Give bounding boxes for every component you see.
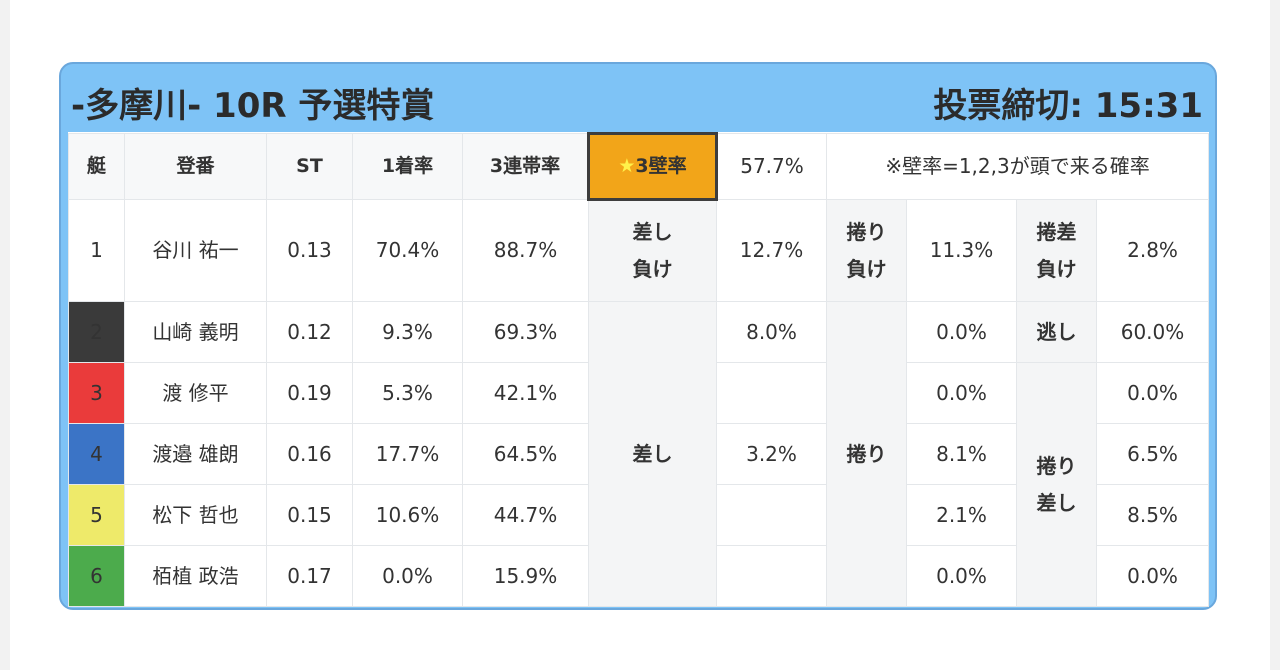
makurisashi-make-label: 捲差 負け	[1016, 199, 1097, 302]
makuri-make-value: 11.3%	[906, 199, 1017, 302]
label-line: 負け	[1036, 256, 1077, 281]
page-margin-left	[0, 0, 10, 670]
win-rate: 70.4%	[352, 199, 463, 302]
sashi-value	[716, 545, 827, 607]
boat-number: 1	[68, 199, 125, 302]
start-timing: 0.16	[266, 423, 353, 485]
race-stats-table: 艇 登番 ST 1着率 3連帯率 ★3壁率 57.7% ※壁率=1,2,3が頭で…	[68, 132, 1210, 607]
label-line: 捲り	[1036, 453, 1077, 478]
label-line: 差し	[632, 220, 673, 244]
wall-rate-value: 57.7%	[716, 133, 827, 200]
makuri-label: 捲り	[826, 301, 907, 607]
label-line: 差し	[1036, 490, 1077, 515]
label-line: 捲差	[1036, 219, 1077, 244]
win-rate: 9.3%	[352, 301, 463, 363]
nige-value: 60.0%	[1095, 301, 1210, 363]
label-line: 捲り	[846, 219, 887, 244]
start-timing: 0.13	[266, 199, 353, 302]
makurisashi-value: 0.0%	[1095, 545, 1210, 607]
wall-rate-note: ※壁率=1,2,3が頭で来る確率	[825, 133, 1210, 200]
racer-name: 渡 修平	[124, 362, 267, 424]
boat-number: 3	[68, 362, 125, 424]
top3-rate: 64.5%	[462, 423, 589, 485]
table-row: 4 渡邉 雄朗 0.16 17.7% 64.5% 3.2% 8.1% 6.5%	[68, 423, 1210, 485]
racer-name: 山崎 義明	[124, 301, 267, 363]
table-row: 3 渡 修平 0.19 5.3% 42.1% 0.0% 捲り 差し 0.0%	[68, 362, 1210, 607]
col-win-rate-header: 1着率	[352, 133, 463, 200]
win-rate: 5.3%	[352, 362, 463, 424]
makurisashi-value: 0.0%	[1095, 362, 1210, 424]
table-row: 2 山崎 義明 0.12 9.3% 69.3% 差し 8.0% 捲り 0.0% …	[68, 301, 1210, 607]
makuri-value: 2.1%	[906, 484, 1017, 546]
win-rate: 0.0%	[352, 545, 463, 607]
makurisashi-make-value: 2.8%	[1095, 199, 1210, 302]
label-line: 負け	[846, 256, 887, 281]
race-panel: -多摩川- 10R 予選特賞 投票締切: 15:31 艇 登番 ST 1着率 3…	[59, 62, 1217, 610]
label-line: 負け	[632, 257, 673, 281]
makurisashi-value: 6.5%	[1095, 423, 1210, 485]
top3-rate: 15.9%	[462, 545, 589, 607]
start-timing: 0.12	[266, 301, 353, 363]
makuri-value: 0.0%	[906, 362, 1017, 424]
start-timing: 0.15	[266, 484, 353, 546]
makuri-value: 8.1%	[906, 423, 1017, 485]
top3-rate: 42.1%	[462, 362, 589, 424]
race-title: -多摩川- 10R 予選特賞	[71, 86, 435, 126]
racer-name: 栢植 政浩	[124, 545, 267, 607]
table-header-row: 艇 登番 ST 1着率 3連帯率 ★3壁率 57.7% ※壁率=1,2,3が頭で…	[68, 132, 1210, 201]
sashi-value	[716, 484, 827, 546]
top3-rate: 88.7%	[462, 199, 589, 302]
wall-rate-label: 3壁率	[635, 154, 687, 177]
sashi-make-label: 差し 負け	[588, 199, 717, 302]
boat-number: 2	[68, 301, 125, 363]
makuri-make-label: 捲り 負け	[826, 199, 907, 302]
col-st-header: ST	[266, 133, 353, 200]
start-timing: 0.19	[266, 362, 353, 424]
boat-number: 4	[68, 423, 125, 485]
col-racer-header: 登番	[124, 133, 267, 200]
start-timing: 0.17	[266, 545, 353, 607]
racer-name: 谷川 祐一	[124, 199, 267, 302]
win-rate: 17.7%	[352, 423, 463, 485]
makuri-value: 0.0%	[906, 301, 1017, 363]
racer-name: 渡邉 雄朗	[124, 423, 267, 485]
makurisashi-label: 捲り 差し	[1016, 362, 1097, 607]
nige-label: 逃し	[1016, 301, 1097, 363]
win-rate: 10.6%	[352, 484, 463, 546]
table-row: 6 栢植 政浩 0.17 0.0% 15.9% 0.0% 0.0%	[68, 545, 1210, 607]
sashi-value: 8.0%	[716, 301, 827, 363]
col-top3-rate-header: 3連帯率	[462, 133, 589, 200]
panel-header: -多摩川- 10R 予選特賞 投票締切: 15:31	[61, 64, 1215, 134]
makuri-value: 0.0%	[906, 545, 1017, 607]
sashi-label: 差し	[588, 301, 717, 607]
racer-name: 松下 哲也	[124, 484, 267, 546]
sashi-value: 3.2%	[716, 423, 827, 485]
table-row: 1 谷川 祐一 0.13 70.4% 88.7% 差し負け 12.7% 捲り負け…	[68, 199, 1210, 302]
page-margin-right	[1270, 0, 1280, 670]
boat-number: 5	[68, 484, 125, 546]
boat-number: 6	[68, 545, 125, 607]
sashi-value	[716, 362, 827, 424]
col-boat-header: 艇	[68, 133, 125, 200]
vote-deadline: 投票締切: 15:31	[933, 86, 1203, 126]
makurisashi-value: 8.5%	[1095, 484, 1210, 546]
top3-rate: 44.7%	[462, 484, 589, 546]
table-row: 5 松下 哲也 0.15 10.6% 44.7% 2.1% 8.5%	[68, 484, 1210, 546]
wall-rate-header: ★3壁率	[587, 132, 718, 201]
top3-rate: 69.3%	[462, 301, 589, 363]
star-icon: ★	[618, 154, 636, 177]
sashi-make-value: 12.7%	[716, 199, 827, 302]
